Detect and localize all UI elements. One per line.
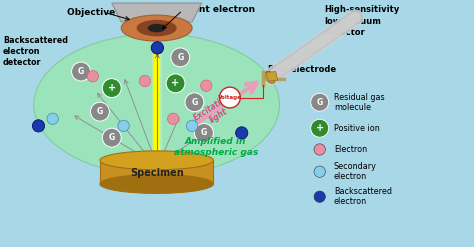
Circle shape [314, 191, 325, 202]
Text: G: G [109, 133, 115, 142]
Text: Objective lens: Objective lens [67, 8, 139, 17]
Circle shape [151, 42, 164, 54]
Circle shape [87, 71, 99, 82]
Text: +: + [316, 123, 324, 133]
Circle shape [102, 128, 121, 147]
Ellipse shape [148, 24, 165, 32]
Circle shape [314, 166, 325, 177]
Bar [100, 160, 213, 184]
Text: High-sensitivity
low-vacuum
detector: High-sensitivity low-vacuum detector [324, 5, 400, 37]
Polygon shape [266, 72, 278, 81]
Text: G: G [78, 67, 84, 76]
Bar [155, 43, 160, 160]
Text: Backscattered
electron
detector: Backscattered electron detector [3, 36, 68, 67]
Text: +: + [108, 83, 116, 93]
Circle shape [32, 120, 45, 132]
Circle shape [118, 120, 129, 132]
Text: Secondary
electron: Secondary electron [334, 162, 377, 181]
Text: G: G [97, 107, 103, 116]
Circle shape [47, 113, 58, 124]
Circle shape [167, 113, 179, 124]
Circle shape [185, 93, 204, 112]
Circle shape [219, 87, 240, 108]
Bar [153, 43, 162, 160]
Text: G: G [191, 98, 198, 107]
Circle shape [139, 75, 151, 87]
Circle shape [166, 74, 185, 93]
Text: +: + [172, 78, 180, 88]
Text: Backscattered
electron: Backscattered electron [334, 187, 392, 206]
Circle shape [311, 93, 328, 111]
Circle shape [102, 79, 121, 98]
Circle shape [91, 102, 109, 121]
Circle shape [314, 144, 325, 155]
Ellipse shape [100, 151, 213, 170]
Text: Residual gas
molecule: Residual gas molecule [334, 93, 384, 112]
Ellipse shape [100, 175, 213, 193]
Circle shape [236, 127, 248, 139]
Circle shape [171, 48, 190, 67]
Ellipse shape [34, 34, 280, 175]
Text: G: G [201, 128, 207, 137]
Text: Incident electron: Incident electron [168, 5, 255, 14]
Circle shape [201, 80, 212, 91]
Text: Bias electrode: Bias electrode [268, 65, 336, 74]
Ellipse shape [265, 71, 275, 83]
Text: Excitation
light: Excitation light [192, 92, 239, 131]
Text: Specimen: Specimen [130, 168, 183, 178]
Circle shape [194, 124, 213, 142]
Text: G: G [177, 53, 183, 62]
Polygon shape [112, 3, 201, 22]
Circle shape [186, 120, 198, 132]
Text: Electron: Electron [334, 145, 367, 154]
Text: Amplified in
atmospheric gas: Amplified in atmospheric gas [173, 137, 258, 157]
Ellipse shape [121, 15, 192, 41]
Ellipse shape [137, 20, 177, 36]
Text: Voltage: Voltage [218, 95, 242, 100]
Text: Positive ion: Positive ion [334, 124, 380, 133]
Text: G: G [317, 98, 323, 107]
Circle shape [311, 119, 328, 137]
Circle shape [72, 62, 91, 81]
